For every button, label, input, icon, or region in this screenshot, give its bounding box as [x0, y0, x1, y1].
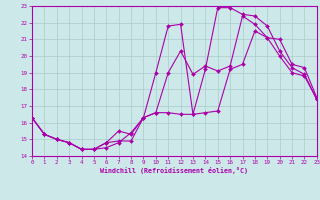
X-axis label: Windchill (Refroidissement éolien,°C): Windchill (Refroidissement éolien,°C): [100, 167, 248, 174]
